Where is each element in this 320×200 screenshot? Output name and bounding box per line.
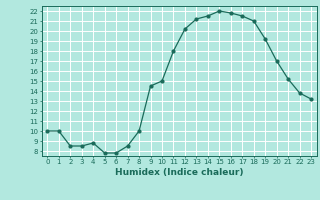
X-axis label: Humidex (Indice chaleur): Humidex (Indice chaleur) — [115, 168, 244, 177]
